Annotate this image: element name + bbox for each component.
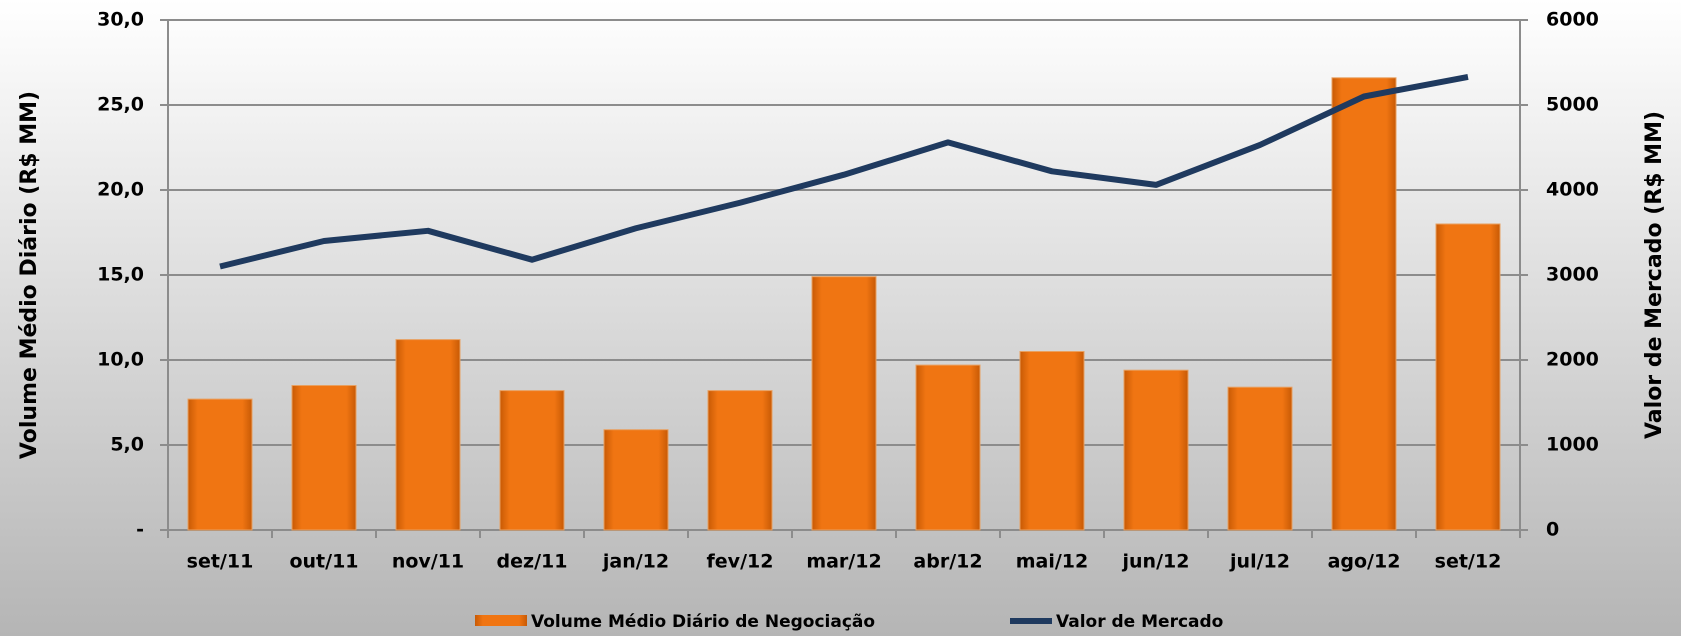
- bar: [1435, 223, 1501, 531]
- x-tick-label: mai/12: [1016, 551, 1089, 573]
- legend-swatch: [475, 615, 527, 626]
- x-tick-label: jan/12: [602, 551, 669, 573]
- bar: [603, 429, 669, 531]
- bar: [915, 364, 981, 531]
- x-tick-label: set/12: [1435, 551, 1502, 573]
- bar: [1331, 77, 1397, 531]
- y-tick-label: 25,0: [97, 94, 144, 116]
- x-tick-label: set/11: [187, 551, 254, 573]
- line: [219, 74, 1469, 270]
- x-tick-label: out/11: [289, 551, 358, 573]
- x-tick-label: abr/12: [913, 551, 982, 573]
- bar: [187, 398, 253, 531]
- bar: [499, 390, 565, 531]
- bar: [395, 339, 461, 531]
- y2-tick-label: 5000: [1546, 94, 1599, 116]
- x-tick-label: fev/12: [707, 551, 774, 573]
- x-tick-label: nov/11: [392, 551, 464, 573]
- bar: [1123, 369, 1189, 531]
- y-tick-label: 5,0: [110, 434, 144, 456]
- bar: [707, 390, 773, 531]
- y2-tick-label: 3000: [1546, 264, 1599, 286]
- y2-tick-label: 4000: [1546, 179, 1599, 201]
- y-tick-label: 15,0: [97, 264, 144, 286]
- y-tick-label: -: [136, 519, 144, 541]
- y2-axis-title: Valor de Mercado (R$ MM): [1642, 111, 1667, 439]
- y-tick-label: 20,0: [97, 179, 144, 201]
- y-axis-title: Volume Médio Diário (R$ MM): [17, 91, 42, 459]
- x-tick-label: ago/12: [1328, 551, 1401, 573]
- legend-label: Valor de Mercado: [1056, 612, 1223, 632]
- y-tick-label: 30,0: [97, 9, 144, 31]
- x-tick-label: dez/11: [497, 551, 568, 573]
- x-tick-label: jul/12: [1229, 551, 1290, 573]
- bar: [1227, 386, 1293, 531]
- bar: [1019, 351, 1085, 531]
- y2-tick-label: 6000: [1546, 9, 1599, 31]
- y2-tick-label: 0: [1546, 519, 1559, 541]
- bar: [811, 276, 877, 531]
- y2-tick-label: 2000: [1546, 349, 1599, 371]
- y-tick-label: 10,0: [97, 349, 144, 371]
- legend-label: Volume Médio Diário de Negociação: [531, 612, 875, 632]
- bar: [291, 385, 357, 531]
- y2-tick-label: 1000: [1546, 434, 1599, 456]
- x-tick-label: jun/12: [1122, 551, 1190, 573]
- x-tick-label: mar/12: [806, 551, 881, 573]
